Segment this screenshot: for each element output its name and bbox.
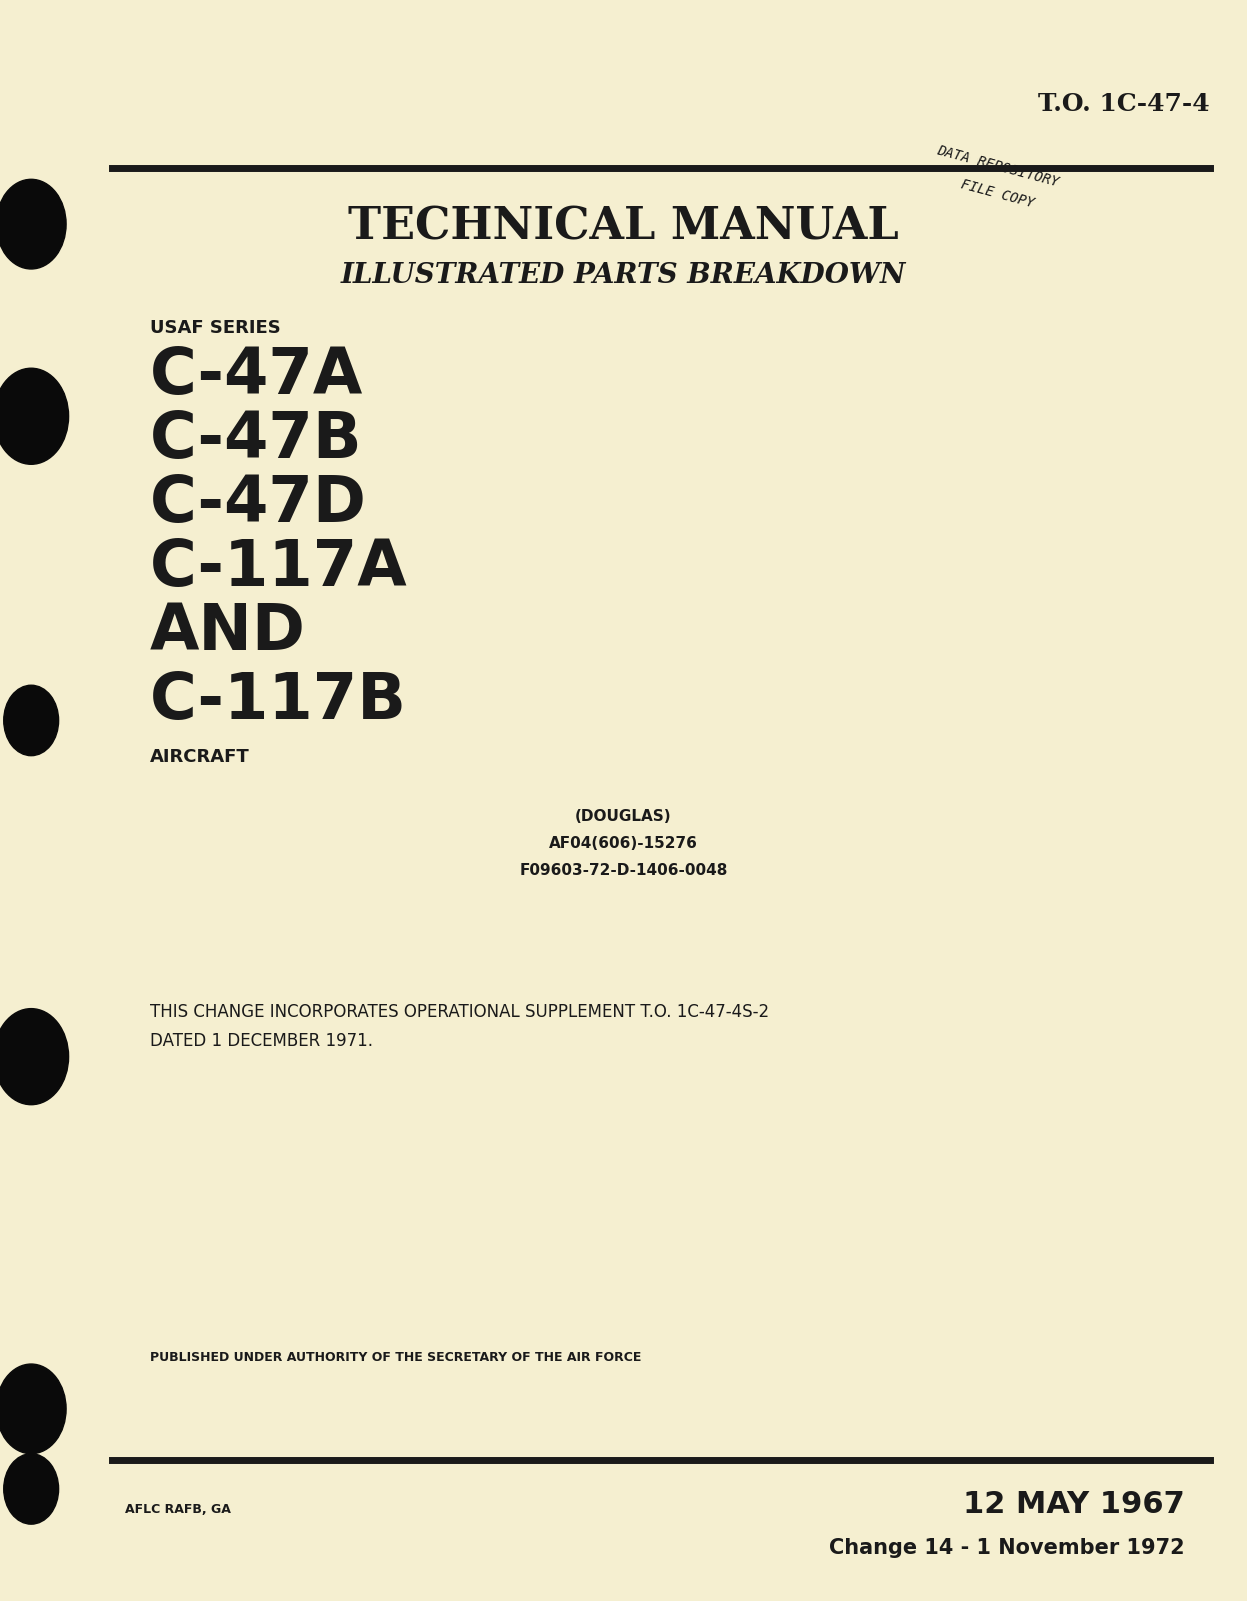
Circle shape xyxy=(0,1364,66,1454)
Text: ILLUSTRATED PARTS BREAKDOWN: ILLUSTRATED PARTS BREAKDOWN xyxy=(340,263,907,288)
Text: Change 14 - 1 November 1972: Change 14 - 1 November 1972 xyxy=(829,1539,1185,1558)
Text: 12 MAY 1967: 12 MAY 1967 xyxy=(963,1491,1185,1519)
Text: C-117B: C-117B xyxy=(150,671,407,732)
Text: T.O. 1C-47-4: T.O. 1C-47-4 xyxy=(1038,93,1210,115)
Text: THIS CHANGE INCORPORATES OPERATIONAL SUPPLEMENT T.O. 1C-47-4S-2: THIS CHANGE INCORPORATES OPERATIONAL SUP… xyxy=(150,1002,768,1021)
Text: C-47A: C-47A xyxy=(150,346,363,407)
Text: AND: AND xyxy=(150,602,306,663)
Circle shape xyxy=(4,685,59,756)
Circle shape xyxy=(0,1009,69,1105)
Text: AIRCRAFT: AIRCRAFT xyxy=(150,748,249,767)
Text: C-47B: C-47B xyxy=(150,410,363,471)
Text: C-117A: C-117A xyxy=(150,538,408,599)
Text: C-47D: C-47D xyxy=(150,474,367,535)
Text: DATA REPOSITORY: DATA REPOSITORY xyxy=(935,144,1060,189)
Text: USAF SERIES: USAF SERIES xyxy=(150,319,281,338)
Text: AF04(606)-15276: AF04(606)-15276 xyxy=(549,836,698,852)
Text: TECHNICAL MANUAL: TECHNICAL MANUAL xyxy=(348,207,899,248)
Text: FILE COPY: FILE COPY xyxy=(959,178,1036,210)
Text: AFLC RAFB, GA: AFLC RAFB, GA xyxy=(125,1503,231,1516)
Text: F09603-72-D-1406-0048: F09603-72-D-1406-0048 xyxy=(519,863,728,879)
Text: DATED 1 DECEMBER 1971.: DATED 1 DECEMBER 1971. xyxy=(150,1031,373,1050)
Circle shape xyxy=(0,368,69,464)
Text: PUBLISHED UNDER AUTHORITY OF THE SECRETARY OF THE AIR FORCE: PUBLISHED UNDER AUTHORITY OF THE SECRETA… xyxy=(150,1351,641,1364)
Circle shape xyxy=(4,1454,59,1524)
Text: (DOUGLAS): (DOUGLAS) xyxy=(575,809,672,825)
Circle shape xyxy=(0,179,66,269)
